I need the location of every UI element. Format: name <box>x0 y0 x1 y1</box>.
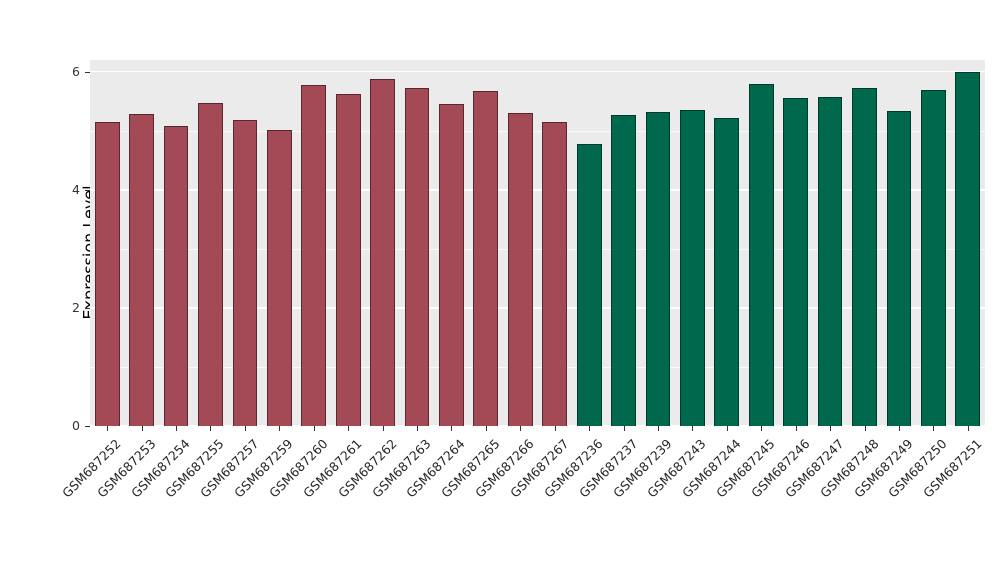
x-tick-mark <box>417 426 419 431</box>
x-tick-mark <box>141 426 143 431</box>
bar-GSM687267 <box>542 121 568 426</box>
x-tick-mark <box>348 426 350 431</box>
gridline-minor <box>90 366 985 368</box>
x-tick-mark <box>589 426 591 431</box>
y-tick-mark <box>85 71 90 73</box>
bar-GSM687264 <box>439 104 464 426</box>
y-tick-mark <box>85 307 90 309</box>
bar-GSM687249 <box>886 111 912 426</box>
gridline-major <box>90 425 985 427</box>
bar-GSM687266 <box>507 113 533 426</box>
x-tick-mark <box>623 426 625 431</box>
y-tick-label: 2 <box>72 299 80 315</box>
bar-GSM687244 <box>714 117 740 426</box>
x-tick-mark <box>520 426 522 431</box>
x-tick-mark <box>795 426 797 431</box>
bar-GSM687253 <box>129 114 155 426</box>
bar-GSM687245 <box>748 83 774 426</box>
x-tick-mark <box>864 426 866 431</box>
bar-GSM687257 <box>232 120 258 426</box>
x-tick-mark <box>176 426 178 431</box>
gridline-minor <box>90 248 985 250</box>
y-tick-label: 0 <box>72 418 80 433</box>
y-tick-label: 6 <box>72 63 80 79</box>
x-tick-mark <box>657 426 659 431</box>
x-tick-mark <box>107 426 109 431</box>
bar-GSM687239 <box>645 111 671 426</box>
x-tick-mark <box>898 426 900 431</box>
bar-GSM687259 <box>266 129 292 426</box>
x-tick-mark <box>554 426 556 431</box>
bar-GSM687263 <box>404 88 430 426</box>
gridline-minor <box>90 130 985 132</box>
x-tick-mark <box>451 426 453 431</box>
bar-GSM687254 <box>163 126 189 426</box>
bar-GSM687243 <box>680 109 705 426</box>
plot-panel <box>90 60 985 427</box>
bar-GSM687236 <box>576 143 602 426</box>
bar-GSM687250 <box>920 89 946 426</box>
x-tick-mark <box>382 426 384 431</box>
x-tick-mark <box>830 426 832 431</box>
gridline-major <box>90 71 985 73</box>
bar-GSM687255 <box>198 103 223 426</box>
bar-GSM687265 <box>473 90 499 426</box>
x-tick-mark <box>210 426 212 431</box>
bar-GSM687248 <box>852 88 877 426</box>
y-tick-label: 4 <box>72 181 80 197</box>
x-tick-mark <box>279 426 281 431</box>
bar-GSM687261 <box>335 94 361 426</box>
bar-GSM687260 <box>301 84 327 426</box>
y-tick-mark <box>85 426 90 427</box>
x-tick-mark <box>244 426 246 431</box>
bar-GSM687237 <box>611 114 636 426</box>
bar-GSM687246 <box>783 98 809 426</box>
gridline-major <box>90 307 985 309</box>
x-tick-mark <box>485 426 487 431</box>
bar-GSM687252 <box>94 121 120 426</box>
gridline-major <box>90 189 985 191</box>
x-tick-mark <box>967 426 969 431</box>
x-tick-mark <box>692 426 694 431</box>
bar-GSM687262 <box>370 78 395 426</box>
bar-GSM687251 <box>955 71 981 426</box>
x-tick-mark <box>761 426 763 431</box>
x-tick-mark <box>726 426 728 431</box>
x-tick-mark <box>933 426 935 431</box>
bar-GSM687247 <box>817 96 843 426</box>
x-tick-mark <box>313 426 315 431</box>
y-tick-mark <box>85 189 90 191</box>
